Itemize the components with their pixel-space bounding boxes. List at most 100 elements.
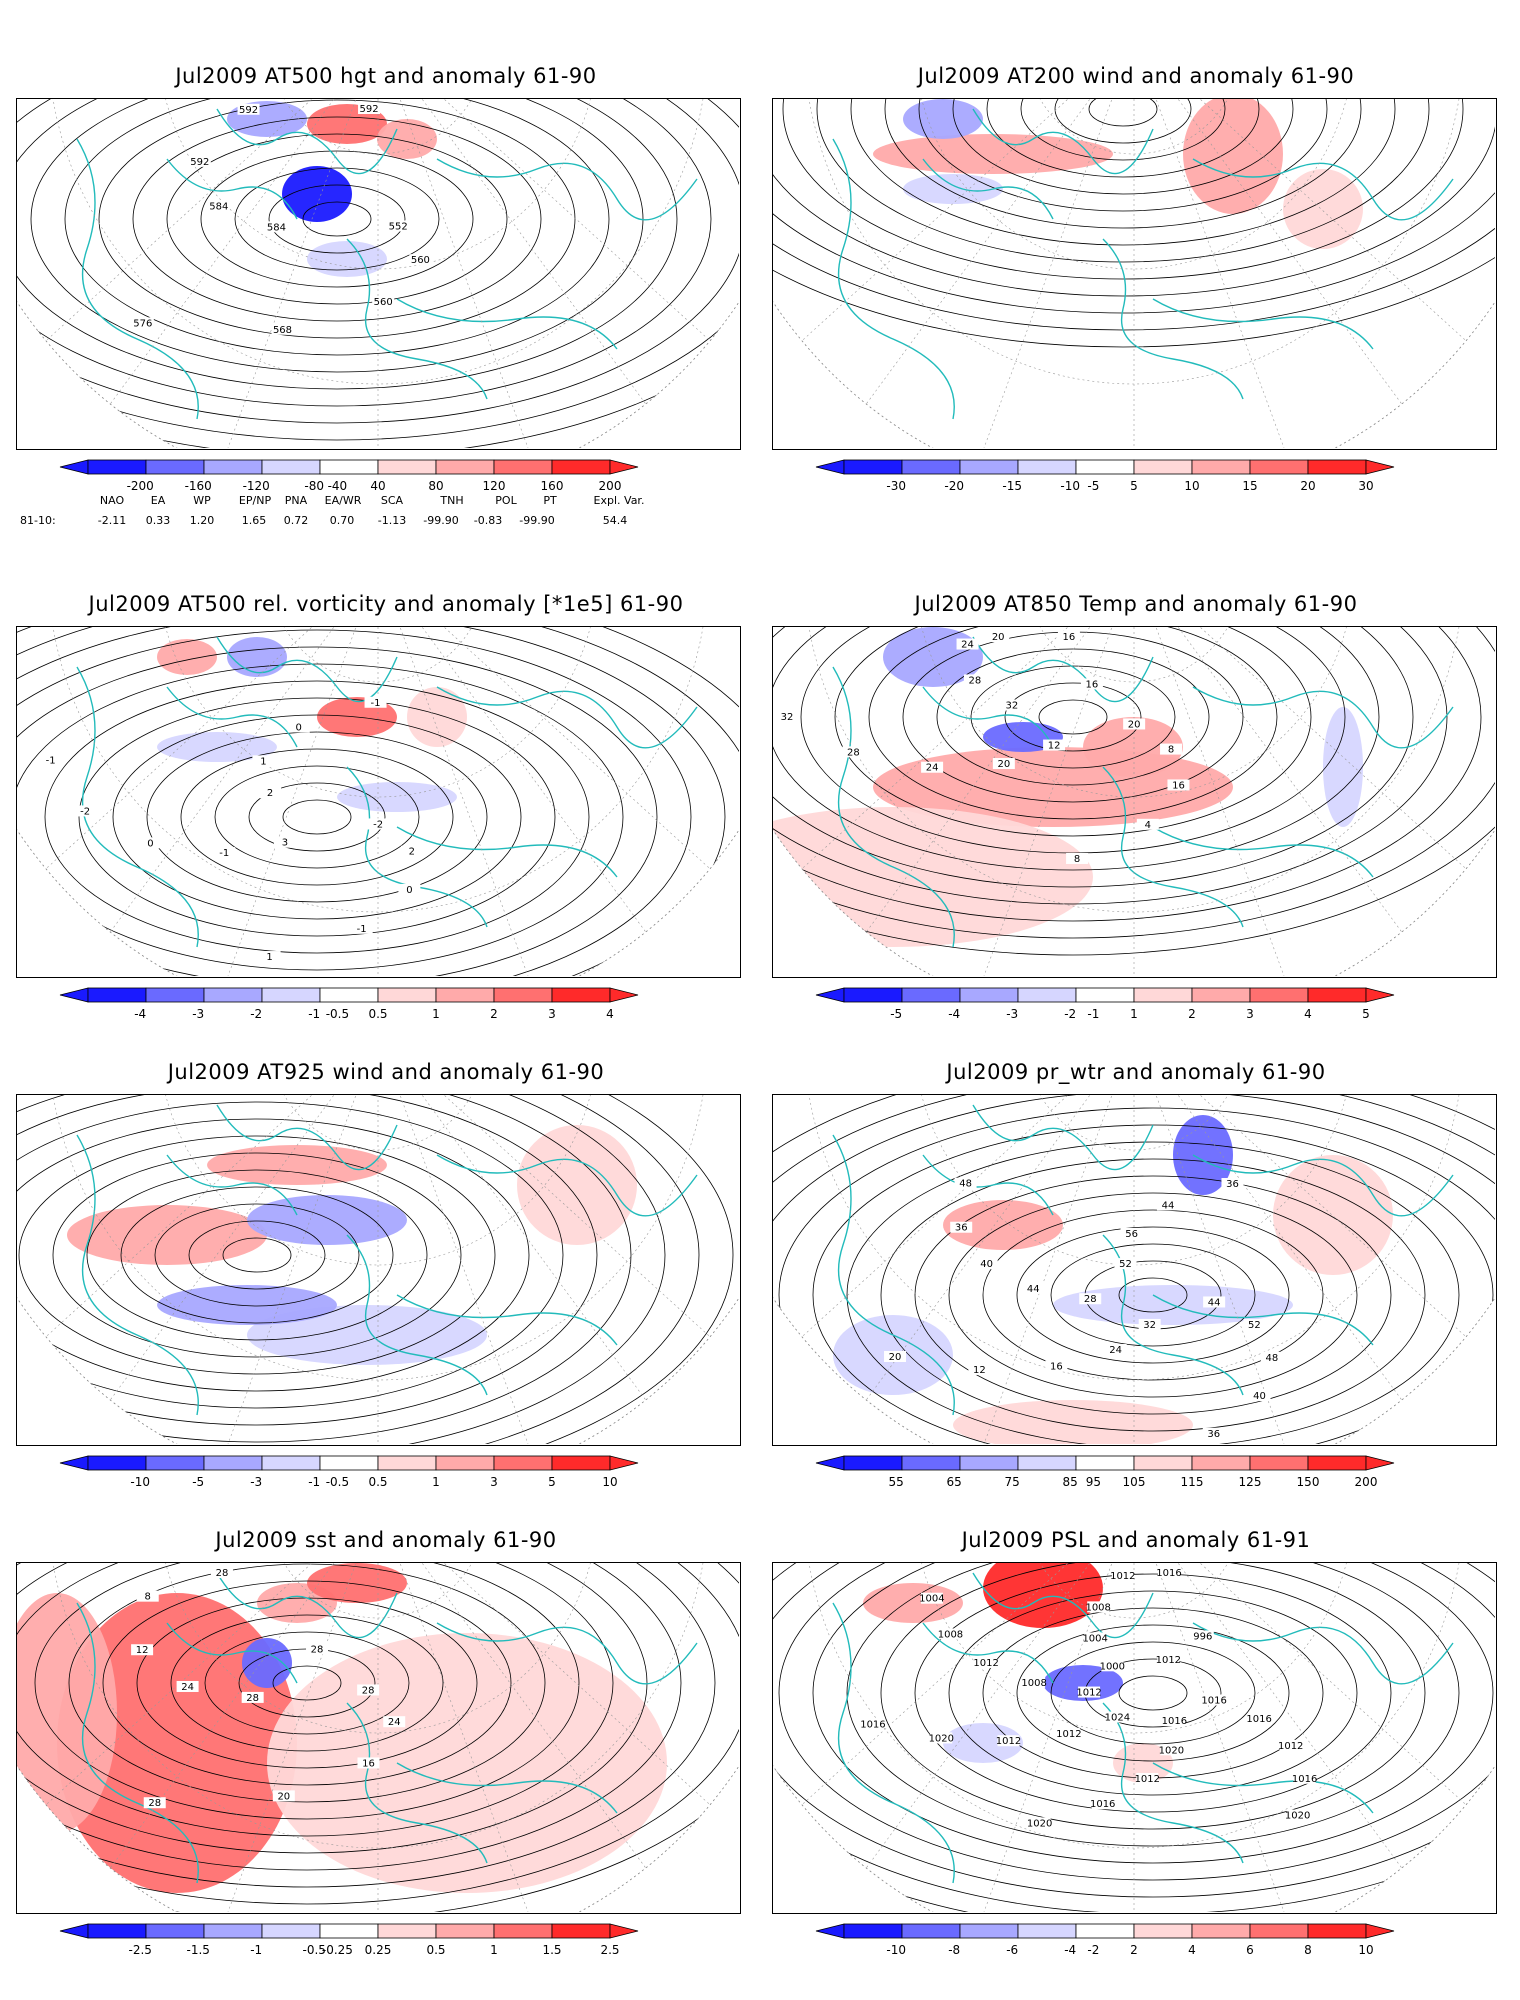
contour-label: 52 — [1119, 1259, 1132, 1270]
colorbar-tick-label: 2 — [1130, 1943, 1138, 1957]
contour-label: 1004 — [919, 1594, 944, 1605]
contour-label-bg — [271, 323, 294, 335]
contour-line — [880, 1158, 1426, 1432]
anomaly-shading — [242, 1638, 292, 1688]
contour-label-bg — [1114, 1258, 1137, 1270]
contour-label: 1016 — [1292, 1774, 1317, 1785]
contour-line — [816, 99, 1430, 263]
colorbar-tick-label: 120 — [483, 479, 506, 493]
colorbar-segment — [493, 1455, 553, 1471]
contour-label-bg — [1106, 1711, 1129, 1723]
colorbar-tick-label: 2 — [490, 1007, 498, 1021]
contour-line — [773, 1563, 1495, 1898]
contour-line — [18, 1135, 496, 1375]
colorbar-temp850: -5 -4 -3 -2 -1 1 2 3 4 5 — [815, 986, 1466, 1026]
colorbar-segment — [551, 987, 611, 1003]
anomaly-shading — [983, 722, 1063, 752]
colorbar-arrow-low — [59, 1455, 89, 1471]
coastline — [346, 1234, 488, 1396]
index-header: TNH — [440, 494, 464, 507]
contour-label: 2 — [409, 847, 415, 858]
contour-label: 8 — [1168, 745, 1174, 756]
contour-line — [17, 1095, 700, 1444]
anomaly-shading — [773, 807, 1093, 947]
contour-label: -1 — [371, 698, 381, 709]
colorbar-tick-label: 160 — [541, 479, 564, 493]
graticule — [773, 1563, 1135, 1912]
colorbar-segment — [843, 459, 903, 475]
panel-title-hgt500: Jul2009 AT500 hgt and anomaly 61-90 — [175, 64, 597, 88]
contour-label: 20 — [1128, 719, 1141, 730]
colorbar-segment — [1249, 459, 1309, 475]
colorbar-tick-label: 3 — [490, 1475, 498, 1489]
anomaly-shading — [1273, 1155, 1393, 1275]
contour-label: 568 — [273, 325, 292, 336]
graticule — [773, 1095, 1135, 1444]
contour-label-bg — [1293, 1772, 1316, 1784]
contour-label-bg — [188, 155, 211, 167]
contour-label-bg — [1248, 1713, 1271, 1725]
coastline — [166, 1154, 298, 1216]
colorbar-segment — [319, 1923, 379, 1939]
graticule — [17, 99, 379, 448]
colorbar-tick-label: -1 — [308, 1475, 320, 1489]
contour-label-bg — [1120, 1227, 1143, 1239]
colorbar-tick-label: -20 — [944, 479, 964, 493]
colorbar-tick-label: -5 — [1087, 479, 1099, 493]
contour-label-bg — [139, 837, 162, 849]
anomaly-shading — [57, 1593, 297, 1893]
contour-label-bg — [400, 845, 423, 857]
colorbar-arrow-high — [1365, 1923, 1395, 1939]
coastline — [1152, 826, 1374, 878]
panel-title-temp850: Jul2009 AT850 Temp and anomaly 61-90 — [914, 592, 1358, 616]
colorbar-segment — [1191, 1455, 1251, 1471]
contour-line — [773, 627, 1380, 871]
anomaly-shading — [1323, 707, 1363, 827]
contour-line — [1004, 682, 1142, 752]
contour-label: 1012 — [1135, 1774, 1160, 1785]
contour-label-bg — [1243, 1319, 1266, 1331]
contour-label-bg — [383, 1716, 406, 1728]
contour-line — [834, 627, 1312, 837]
contour-label: 32 — [1005, 701, 1018, 712]
contour-label: 1012 — [1156, 1655, 1181, 1666]
graticule — [377, 627, 739, 976]
colorbar-segment — [87, 987, 147, 1003]
colorbar-tick-label: 80 — [428, 479, 443, 493]
panel-title-sst: Jul2009 sst and anomaly 61-90 — [215, 1528, 557, 1552]
contour-line — [17, 1563, 716, 1888]
colorbar-segment — [87, 1923, 147, 1939]
contour-label-bg — [1157, 1653, 1180, 1665]
coastline — [166, 686, 298, 748]
colorbar-tick-label: -10 — [130, 1475, 150, 1489]
contour-label-bg — [1057, 631, 1080, 642]
index-header: POL — [495, 494, 517, 507]
anomaly-shading — [1183, 99, 1283, 214]
colorbar-tick-label: -0.25 — [322, 1943, 353, 1957]
index-value: 1.65 — [241, 514, 267, 527]
colorbar-tick-label: 2.5 — [600, 1943, 619, 1957]
colorbar-tick-label: -3 — [192, 1007, 204, 1021]
contour-label: 28 — [216, 1568, 229, 1579]
colorbar-tick-label: -15 — [1002, 479, 1022, 493]
contour-label: 0 — [147, 838, 153, 849]
contour-label: 12 — [1048, 741, 1061, 752]
contour-line — [880, 1563, 1426, 1830]
colorbar-segment — [377, 987, 437, 1003]
colorbar-segment — [261, 987, 321, 1003]
colorbar-segment — [551, 1923, 611, 1939]
contour-label: 32 — [781, 712, 794, 723]
coastline — [436, 158, 698, 221]
colorbar-wind200: -30 -20 -15 -10 -5 5 10 15 20 30 — [815, 458, 1466, 498]
contour-line — [282, 799, 352, 835]
graticule — [17, 1563, 379, 1912]
contour-label-bg — [1101, 1660, 1124, 1672]
contour-label-bg — [1066, 852, 1089, 864]
contour-label: 1020 — [1159, 1745, 1184, 1756]
anomaly-shading — [67, 1205, 267, 1265]
index-header: WP — [193, 494, 211, 507]
anomaly-shading — [1083, 717, 1183, 777]
index-value: -0.83 — [473, 514, 503, 527]
contour-label: 1012 — [1056, 1729, 1081, 1740]
contour-line — [17, 1095, 632, 1443]
